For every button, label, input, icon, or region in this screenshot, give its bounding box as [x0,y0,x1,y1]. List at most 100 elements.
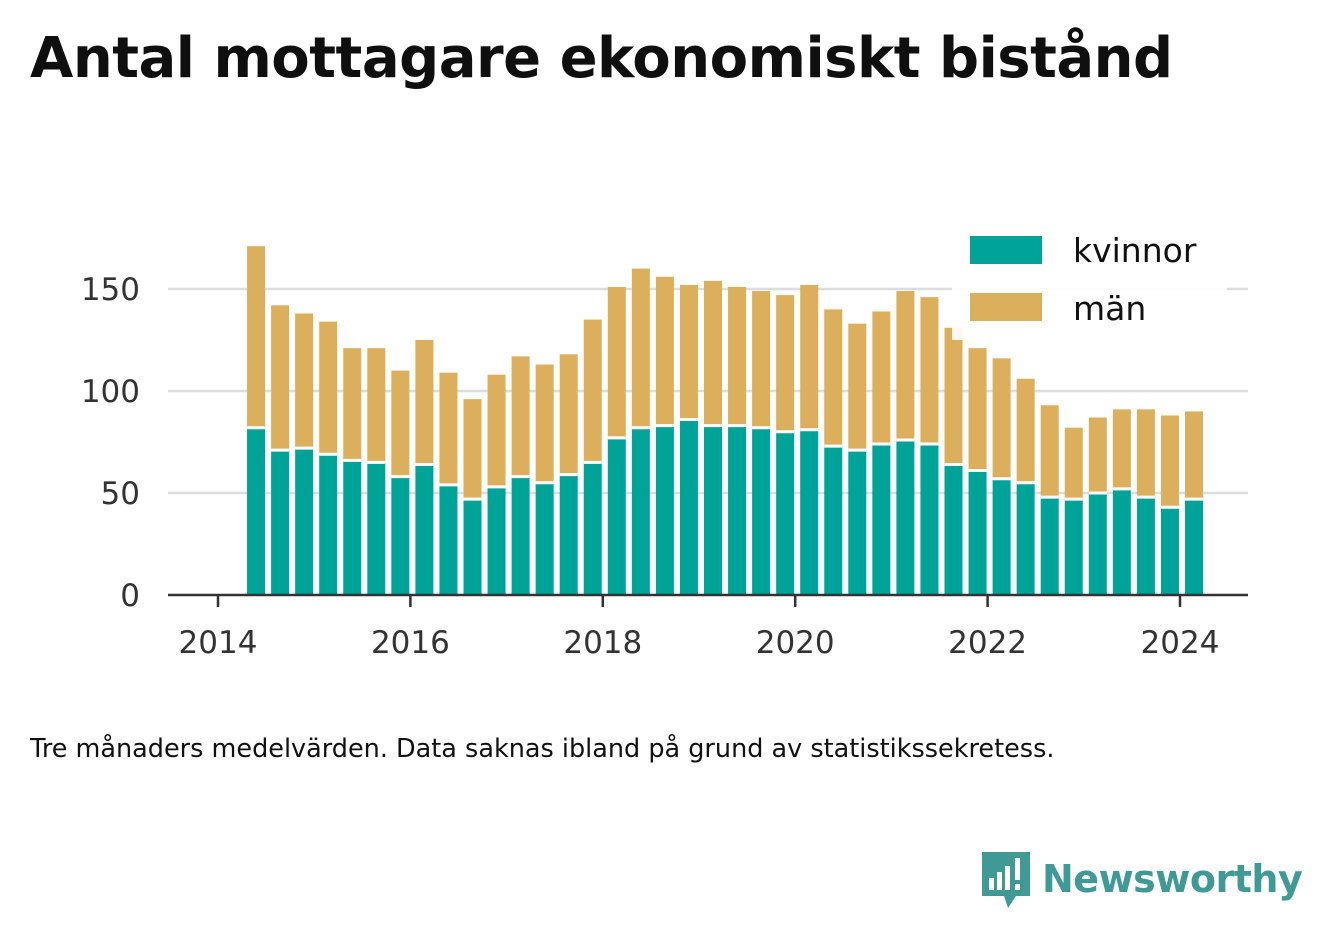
bar-man-33 [1040,405,1059,498]
bar-man-23 [800,284,819,430]
bar-man-5 [367,348,386,463]
bar-kvinnor-26 [872,444,891,595]
x-tick-label-2016: 2016 [371,625,450,661]
bar-man-27 [896,291,915,440]
bar-man-4 [343,348,362,461]
legend-swatch-man [970,293,1042,321]
bar-kvinnor-0 [247,427,266,595]
x-tick-label-2024: 2024 [1141,625,1220,661]
bar-kvinnor-11 [511,476,530,595]
bar-man-2 [295,313,314,449]
bar-kvinnor-24 [824,446,843,595]
bar-kvinnor-31 [992,478,1011,595]
bar-kvinnor-37 [1136,497,1155,595]
y-tick-label-100: 100 [81,374,140,410]
bar-man-9 [463,399,482,500]
bar-kvinnor-17 [655,425,674,595]
y-tick-label-50: 50 [101,476,140,512]
bar-kvinnor-12 [535,482,554,595]
bar-man-7 [415,340,434,465]
bar-kvinnor-20 [728,425,747,595]
newsworthy-logo-icon [982,852,1030,908]
bar-man-21 [752,291,771,428]
bar-man-11 [511,356,530,477]
bar-man-16 [631,268,650,428]
bar-man-10 [487,374,506,487]
bar-kvinnor-18 [679,419,698,595]
x-axis-labels: 2014 2016 2018 2020 2022 2024 [179,625,1220,661]
bar-man-32 [1016,378,1035,483]
bar-kvinnor-8 [439,484,458,595]
bar-kvinnor-35 [1088,493,1107,595]
bar-man-34 [1064,427,1083,500]
x-tick-label-2018: 2018 [563,625,642,661]
x-tick-label-2022: 2022 [948,625,1027,661]
bar-kvinnor-3 [319,454,338,595]
bar-kvinnor-13 [559,474,578,595]
footnote: Tre månaders medelvärden. Data saknas ib… [30,734,1055,764]
y-axis-labels: 0 50 100 150 [81,272,140,614]
bar-man-36 [1112,409,1131,489]
bar-man-39 [1185,411,1203,500]
chart-title: Antal mottagare ekonomiskt bistånd [30,26,1173,91]
bar-man-29 [944,327,963,465]
bar-kvinnor-23 [800,429,819,595]
x-tick-label-2020: 2020 [756,625,835,661]
bar-man-26 [872,311,891,445]
bar-kvinnor-29 [944,464,963,595]
bar-kvinnor-22 [776,431,795,595]
bar-man-31 [992,358,1011,479]
brand-name: Newsworthy [1042,857,1303,901]
legend: kvinnor män [952,230,1227,340]
bar-man-25 [848,323,867,451]
bar-kvinnor-25 [848,450,867,595]
bar-man-17 [655,276,674,426]
bar-man-24 [824,309,843,447]
bar-man-15 [607,286,626,438]
bar-man-37 [1136,409,1155,498]
legend-label-kvinnor: kvinnor [1073,231,1197,270]
bar-kvinnor-9 [463,499,482,595]
legend-swatch-kvinnor [970,236,1042,264]
bar-man-28 [920,297,939,445]
bar-man-38 [1160,415,1179,508]
bar-kvinnor-27 [896,439,915,595]
bar-kvinnor-38 [1160,507,1179,595]
bar-man-13 [559,354,578,475]
bar-man-19 [704,280,722,426]
bar-man-12 [535,364,554,483]
bar-kvinnor-14 [583,462,602,595]
bar-kvinnor-7 [415,464,434,595]
bar-man-1 [271,305,290,451]
bar-man-20 [728,286,747,426]
bar-kvinnor-33 [1040,497,1059,595]
y-tick-label-150: 150 [81,272,140,308]
bar-man-6 [391,370,410,477]
bar-man-30 [968,348,987,471]
bar-kvinnor-36 [1112,488,1131,595]
bar-man-18 [679,284,698,420]
bar-kvinnor-16 [631,427,650,595]
x-tick-label-2014: 2014 [179,625,258,661]
brand-logo: Newsworthy [980,848,1303,910]
bar-kvinnor-4 [343,460,362,595]
bar-kvinnor-39 [1185,499,1203,595]
bar-man-35 [1088,417,1107,493]
bar-man-14 [583,319,602,463]
bar-kvinnor-28 [920,444,939,595]
bar-kvinnor-32 [1016,482,1035,595]
bar-kvinnor-6 [391,476,410,595]
stacked-bar-chart: 0 50 100 150 2014 2016 2018 2020 2022 2024 kvinn… [81,230,1248,661]
bar-kvinnor-30 [968,470,987,595]
bar-kvinnor-2 [295,448,314,595]
bars [247,246,1203,595]
bar-man-0 [247,246,266,428]
y-tick-label-0: 0 [120,578,140,614]
legend-label-man: män [1073,289,1146,328]
bar-kvinnor-1 [271,450,290,595]
bar-kvinnor-21 [752,427,771,595]
x-axis [168,593,1248,607]
bar-kvinnor-15 [607,437,626,595]
bar-kvinnor-5 [367,462,386,595]
bar-man-22 [776,295,795,432]
